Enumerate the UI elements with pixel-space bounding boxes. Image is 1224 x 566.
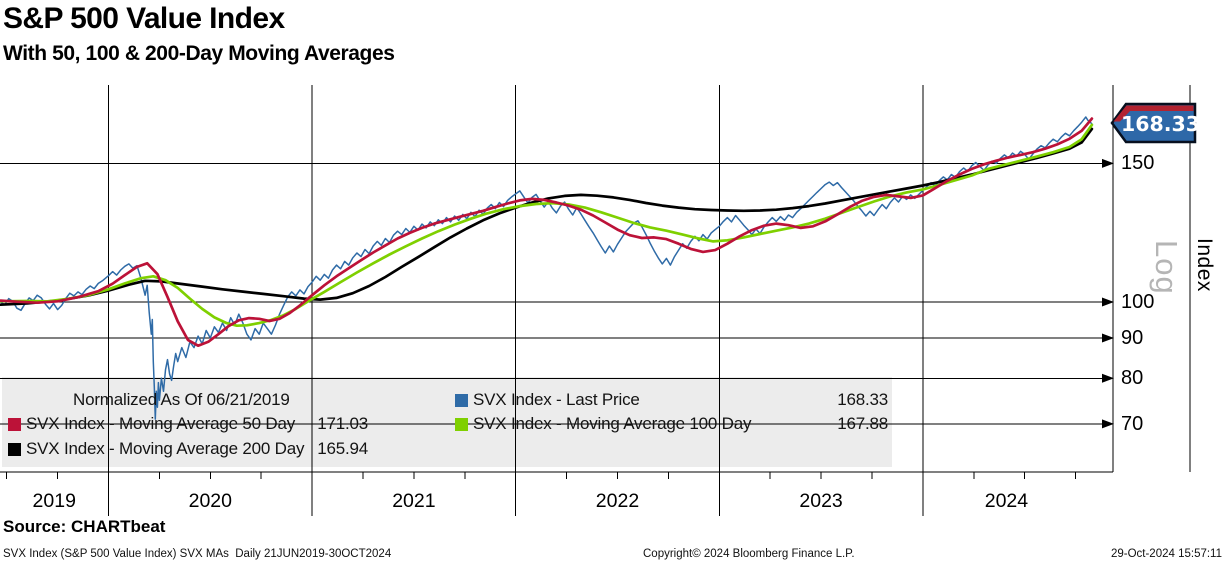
footer-description: SVX Index (S&P 500 Value Index) SVX MAs …: [3, 548, 392, 560]
legend-swatch-ma100: [455, 418, 468, 431]
y-axis-tick-label: 100: [1121, 291, 1155, 313]
y-tick-arrow-icon: [1102, 419, 1114, 429]
legend-swatch-last-price: [455, 394, 468, 407]
last-price-tag-value: 168.33: [1121, 112, 1200, 136]
legend-item-ma100[interactable]: SVX Index - Moving Average 100 Day: [473, 414, 752, 433]
price-series-path: [0, 116, 1093, 420]
y-tick-arrow-icon: [1102, 297, 1114, 307]
legend-value-ma100: 167.88: [837, 414, 888, 433]
ma100-series-path: [0, 123, 1094, 328]
x-axis-tick-label: 2023: [799, 490, 843, 512]
x-axis-tick-label: 2022: [595, 490, 640, 512]
x-axis-tick-label: 2021: [392, 490, 436, 512]
legend-value-ma200: 165.94: [317, 439, 368, 458]
y-tick-arrow-icon: [1102, 158, 1114, 168]
legend-normalized-label: Normalized As Of 06/21/2019: [73, 390, 290, 409]
legend-item-ma200[interactable]: SVX Index - Moving Average 200 Day: [26, 439, 305, 458]
x-axis-tick-label: 2019: [32, 490, 76, 512]
y-axis-title: Index: [1193, 238, 1216, 292]
legend-value-ma50: 171.03: [317, 414, 368, 433]
footer-copyright: Copyright© 2024 Bloomberg Finance L.P.: [643, 548, 855, 560]
y-axis-tick-label: 80: [1121, 367, 1144, 390]
source-label: Source: CHARTbeat: [3, 517, 166, 536]
page-subtitle: With 50, 100 & 200-Day Moving Averages: [3, 42, 395, 65]
x-axis-tick-label: 2024: [984, 490, 1029, 512]
ma200-series-path: [0, 127, 1094, 307]
y-tick-arrow-icon: [1102, 333, 1114, 343]
legend-swatch-ma50: [8, 418, 21, 431]
footer-timestamp: 29-Oct-2024 15:57:11: [1110, 548, 1222, 560]
y-axis-tick-label: 70: [1121, 412, 1144, 435]
legend-value-last-price: 168.33: [837, 390, 888, 409]
gridlines: [0, 85, 1191, 516]
page-title: S&P 500 Value Index: [3, 2, 285, 35]
legend-item-last-price[interactable]: SVX Index - Last Price: [473, 390, 640, 409]
x-axis-tick-label: 2020: [188, 490, 232, 512]
y-axis-tick-label: 150: [1121, 152, 1155, 175]
legend-swatch-ma200: [8, 443, 21, 456]
legend-background: [2, 377, 892, 467]
legend-item-ma50[interactable]: SVX Index - Moving Average 50 Day: [26, 414, 296, 433]
y-axis-scale-label[interactable]: Log: [1149, 240, 1184, 295]
y-axis-tick-label: 90: [1121, 327, 1144, 349]
y-tick-arrow-icon: [1102, 373, 1114, 383]
ma50-series-path: [0, 117, 1094, 348]
last-price-tag: 168.33: [1110, 102, 1200, 144]
